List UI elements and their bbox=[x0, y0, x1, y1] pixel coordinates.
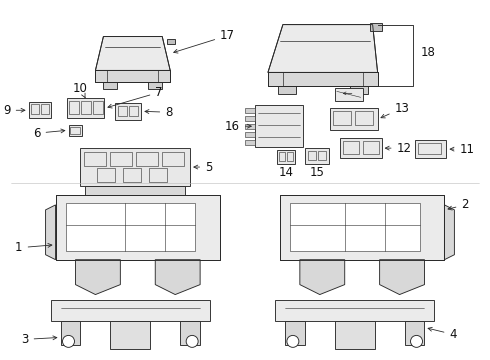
Bar bbox=[84, 152, 106, 166]
Bar bbox=[136, 152, 158, 166]
Bar bbox=[245, 108, 255, 113]
Bar bbox=[70, 101, 79, 114]
Bar bbox=[343, 141, 359, 154]
Bar bbox=[123, 168, 141, 182]
Polygon shape bbox=[46, 205, 55, 260]
Polygon shape bbox=[268, 72, 378, 86]
Bar bbox=[30, 104, 39, 114]
Circle shape bbox=[186, 336, 198, 347]
Polygon shape bbox=[96, 37, 170, 71]
Polygon shape bbox=[268, 24, 378, 72]
Bar bbox=[119, 106, 127, 116]
Bar bbox=[333, 111, 351, 125]
Bar bbox=[415, 140, 446, 158]
Bar bbox=[335, 88, 363, 101]
Circle shape bbox=[287, 336, 299, 347]
Polygon shape bbox=[155, 260, 200, 294]
Bar bbox=[162, 152, 184, 166]
Bar bbox=[66, 203, 195, 251]
Bar bbox=[67, 98, 104, 118]
Polygon shape bbox=[75, 260, 121, 294]
Text: 10: 10 bbox=[73, 82, 88, 98]
Bar bbox=[277, 150, 295, 164]
Bar bbox=[245, 124, 255, 129]
Polygon shape bbox=[285, 321, 305, 345]
Polygon shape bbox=[110, 321, 150, 349]
Bar bbox=[167, 39, 175, 44]
Bar bbox=[69, 125, 82, 136]
Polygon shape bbox=[380, 260, 424, 294]
Circle shape bbox=[63, 336, 74, 347]
Bar bbox=[278, 86, 296, 94]
Text: 2: 2 bbox=[448, 198, 469, 211]
Bar bbox=[115, 103, 141, 120]
Bar bbox=[41, 104, 49, 114]
Bar bbox=[148, 82, 162, 89]
Bar bbox=[417, 143, 441, 154]
Bar bbox=[287, 152, 293, 161]
Text: 13: 13 bbox=[381, 102, 410, 118]
Bar bbox=[245, 116, 255, 121]
Bar bbox=[129, 106, 138, 116]
Bar bbox=[279, 152, 285, 161]
Bar bbox=[85, 186, 185, 196]
Polygon shape bbox=[444, 205, 454, 260]
Bar bbox=[245, 132, 255, 137]
Polygon shape bbox=[335, 321, 375, 349]
Bar bbox=[350, 86, 368, 94]
Circle shape bbox=[411, 336, 422, 347]
Bar bbox=[308, 151, 316, 160]
Bar bbox=[71, 127, 80, 134]
Bar bbox=[110, 152, 132, 166]
Bar bbox=[330, 108, 378, 130]
Bar bbox=[363, 141, 379, 154]
Bar bbox=[369, 23, 382, 31]
Text: 11: 11 bbox=[450, 143, 474, 156]
Polygon shape bbox=[280, 195, 444, 260]
Bar bbox=[98, 168, 115, 182]
Bar bbox=[94, 101, 103, 114]
Bar bbox=[305, 148, 329, 164]
Text: 8: 8 bbox=[145, 106, 172, 119]
Text: 9: 9 bbox=[3, 104, 25, 117]
Bar bbox=[50, 300, 210, 321]
Bar bbox=[275, 300, 435, 321]
Text: 4: 4 bbox=[428, 327, 457, 341]
Polygon shape bbox=[55, 195, 220, 260]
Text: 1: 1 bbox=[15, 241, 52, 254]
Bar bbox=[340, 138, 382, 158]
Bar bbox=[245, 140, 255, 145]
Polygon shape bbox=[96, 71, 170, 82]
Bar bbox=[290, 203, 419, 251]
Bar bbox=[355, 111, 372, 125]
Bar bbox=[28, 102, 50, 118]
Text: 17: 17 bbox=[174, 29, 235, 53]
Polygon shape bbox=[405, 321, 424, 345]
Text: 12: 12 bbox=[385, 141, 412, 155]
Bar bbox=[80, 148, 190, 186]
Bar bbox=[81, 101, 92, 114]
Text: 18: 18 bbox=[420, 46, 436, 59]
Text: 6: 6 bbox=[33, 127, 65, 140]
Bar bbox=[149, 168, 167, 182]
Text: 5: 5 bbox=[194, 161, 213, 174]
Text: 16: 16 bbox=[225, 120, 251, 133]
Polygon shape bbox=[61, 321, 80, 345]
Text: 14: 14 bbox=[278, 166, 294, 179]
Bar bbox=[255, 105, 303, 147]
Text: 7: 7 bbox=[108, 86, 163, 108]
Text: 3: 3 bbox=[21, 333, 57, 346]
Bar bbox=[103, 82, 118, 89]
Text: 15: 15 bbox=[309, 166, 324, 179]
Bar bbox=[318, 151, 326, 160]
Polygon shape bbox=[180, 321, 200, 345]
Polygon shape bbox=[300, 260, 345, 294]
